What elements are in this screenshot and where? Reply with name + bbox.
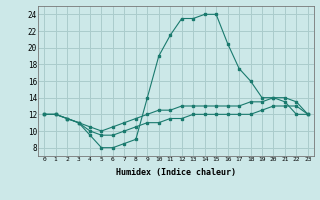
X-axis label: Humidex (Indice chaleur): Humidex (Indice chaleur): [116, 168, 236, 177]
